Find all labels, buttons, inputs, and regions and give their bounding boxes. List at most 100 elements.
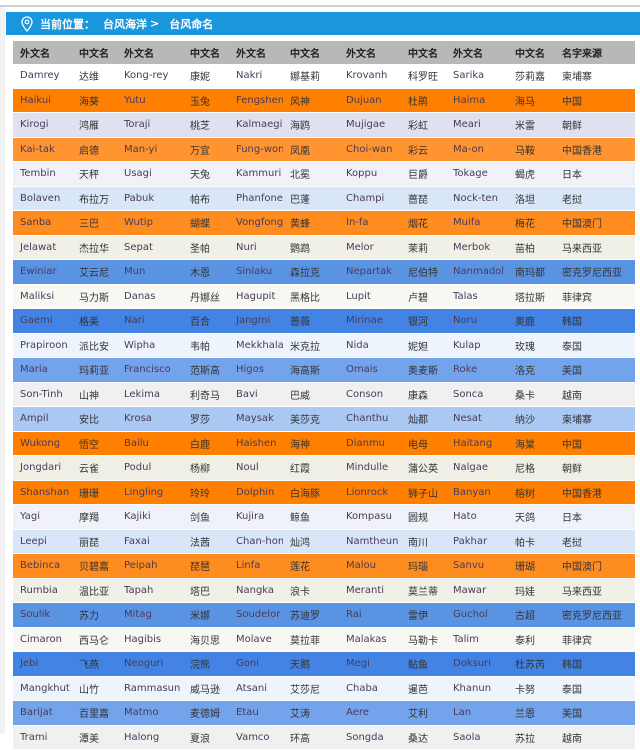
breadcrumb-parent-link[interactable]: 台风海洋 — [103, 17, 147, 31]
foreign-name: Merbok — [446, 235, 508, 260]
foreign-name: Lupit — [339, 284, 401, 309]
chinese-name: 尼伯特 — [401, 259, 446, 285]
foreign-name: Fung-wong — [229, 137, 283, 162]
chinese-name: 格美 — [72, 308, 117, 334]
column-header: 外文名 — [229, 41, 283, 64]
table-row: Tembin 天秤 Usagi 天兔 Kammuri 北冕 Koppu 巨爵 Tokage 蝎虎日… — [13, 161, 635, 187]
chinese-name: 帕卡 — [508, 529, 555, 554]
chinese-name: 海葵 — [72, 88, 117, 113]
chinese-name: 灿鸿 — [283, 529, 339, 554]
foreign-name: Peipah — [117, 553, 183, 579]
foreign-name: Jangmi — [229, 308, 283, 334]
foreign-name: Banyan — [446, 480, 508, 505]
name-source: 密克罗尼西亚 — [555, 602, 635, 628]
name-source: 泰国 — [555, 676, 635, 701]
table-row: Jebi 飞燕 Neoguri 浣熊 Goni 天鹅 Megi 鲇鱼 Doksuri 杜苏芮 韩国 — [13, 651, 635, 677]
table-row: Bebinca 贝碧嘉 Peipah 琵琶 Linfa 莲花 Malou 玛瑙 Sanvu 珊瑚中… — [13, 553, 635, 579]
foreign-name: Haishen — [229, 431, 283, 456]
foreign-name: Mawar — [446, 578, 508, 603]
foreign-name: Mekkhala — [229, 333, 283, 358]
table-row: Son-Tinh 山神 Lekima 利奇马 Bavi 巴威 Conson 康森 Sonca 桑卡… — [13, 382, 635, 407]
chinese-name: 威马逊 — [183, 676, 229, 701]
chinese-name: 海马 — [508, 88, 555, 113]
chinese-name: 摩羯 — [72, 504, 117, 530]
foreign-name: Vongfong — [229, 210, 283, 236]
chinese-name: 木恩 — [183, 259, 229, 285]
foreign-name: Lionrock — [339, 480, 401, 505]
breadcrumb: 当前位置： 台风海洋 > 台风命名 — [6, 12, 640, 35]
chinese-name: 尼格 — [508, 455, 555, 481]
chinese-name: 鹦鹉 — [283, 235, 339, 260]
chinese-name: 桑卡 — [508, 382, 555, 407]
foreign-name: Tembin — [13, 161, 72, 187]
chinese-name: 苏拉 — [508, 725, 555, 750]
name-source: 老挝 — [555, 529, 635, 554]
foreign-name: Kalmaegi — [229, 112, 283, 138]
foreign-name: Barijat — [13, 700, 72, 726]
chinese-name: 蒲公英 — [401, 455, 446, 481]
table-row: Ampil 安比 Krosa 罗莎 Maysak 美莎克 Chanthu 灿都 Nesat 纳沙柬… — [13, 406, 635, 432]
foreign-name: Krovanh — [339, 64, 401, 89]
name-source: 朝鲜 — [555, 112, 635, 138]
chinese-name: 黑格比 — [283, 284, 339, 309]
chinese-name: 夏浪 — [183, 725, 229, 750]
foreign-name: Noru — [446, 308, 508, 334]
chinese-name: 百合 — [183, 308, 229, 334]
table-row: Jelawat 杰拉华 Sepat 圣帕 Nuri 鹦鹉 Melor 茉莉 Merbok 苗柏 马来… — [13, 235, 635, 260]
name-source: 朝鲜 — [555, 455, 635, 481]
foreign-name: Dolphin — [229, 480, 283, 505]
name-source: 中国香港 — [555, 137, 635, 162]
chinese-name: 梅花 — [508, 210, 555, 236]
chinese-name: 贝碧嘉 — [72, 553, 117, 579]
foreign-name: Bailu — [117, 431, 183, 456]
foreign-name: Wukong — [13, 431, 72, 456]
foreign-name: Rai — [339, 602, 401, 628]
foreign-name: Koppu — [339, 161, 401, 187]
foreign-name: Trami — [13, 725, 72, 750]
foreign-name: Haima — [446, 88, 508, 113]
name-source: 中国澳门 — [555, 553, 635, 579]
foreign-name: Faxai — [117, 529, 183, 554]
chinese-name: 苗柏 — [508, 235, 555, 260]
chinese-name: 莫拉菲 — [283, 627, 339, 652]
chinese-name: 风神 — [283, 88, 339, 113]
name-source: 韩国 — [555, 651, 635, 677]
foreign-name: Nanmadol — [446, 259, 508, 285]
foreign-name: Kai-tak — [13, 137, 72, 162]
left-margin — [0, 7, 5, 734]
foreign-name: Kajiki — [117, 504, 183, 530]
chinese-name: 琵琶 — [183, 553, 229, 579]
chinese-name: 白海豚 — [283, 480, 339, 505]
chinese-name: 暹芭 — [401, 676, 446, 701]
name-source: 菲律宾 — [555, 284, 635, 309]
chinese-name: 珊瑚 — [508, 553, 555, 579]
foreign-name: Phanfone — [229, 186, 283, 211]
foreign-name: Halong — [117, 725, 183, 750]
chinese-name: 丽琵 — [72, 529, 117, 554]
foreign-name: Shanshan — [13, 480, 72, 505]
foreign-name: Tapah — [117, 578, 183, 603]
foreign-name: Sarika — [446, 64, 508, 89]
column-header: 外文名 — [13, 41, 72, 64]
table-row: Shanshan 珊珊 Lingling 玲玲 Dolphin 白海豚 Lionrock 狮子… — [13, 480, 635, 505]
foreign-name: Megi — [339, 651, 401, 677]
foreign-name: Songda — [339, 725, 401, 750]
name-source: 马来西亚 — [555, 235, 635, 260]
foreign-name: Kulap — [446, 333, 508, 358]
chinese-name: 天鸽 — [508, 504, 555, 530]
foreign-name: Linfa — [229, 553, 283, 579]
top-divider — [0, 5, 640, 7]
chinese-name: 天鹅 — [283, 651, 339, 677]
chinese-name: 玫瑰 — [508, 333, 555, 358]
chinese-name: 利奇马 — [183, 382, 229, 407]
chinese-name: 黄蜂 — [283, 210, 339, 236]
foreign-name: Neoguri — [117, 651, 183, 677]
chinese-name: 韦帕 — [183, 333, 229, 358]
chinese-name: 电母 — [401, 431, 446, 456]
foreign-name: Kammuri — [229, 161, 283, 187]
table-row: Bolaven 布拉万 Pabuk 帕布 Phanfone 巴蓬 Champi 蔷琵 Nock-… — [13, 186, 635, 211]
chinese-name: 鲸鱼 — [283, 504, 339, 530]
foreign-name: Khanun — [446, 676, 508, 701]
location-pin-icon — [21, 15, 33, 32]
foreign-name: Hato — [446, 504, 508, 530]
